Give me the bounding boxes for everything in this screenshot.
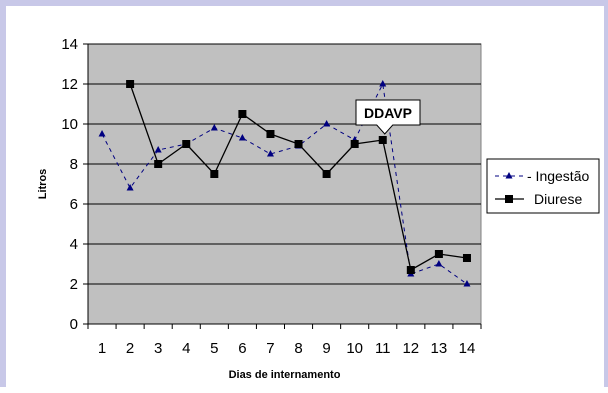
ddavp-callout: DDAVP bbox=[355, 99, 421, 135]
diurese-point bbox=[126, 80, 135, 88]
diurese-point bbox=[294, 140, 303, 148]
diurese-point bbox=[350, 140, 359, 148]
diurese-point bbox=[154, 160, 163, 168]
y-tick-label: 4 bbox=[70, 236, 78, 253]
y-tick-label: 8 bbox=[70, 156, 78, 173]
x-tick-label: 6 bbox=[238, 340, 246, 357]
x-axis-title: Dias de internamento bbox=[229, 369, 341, 381]
ingestao-point bbox=[154, 146, 162, 153]
y-tick-label: 12 bbox=[61, 76, 78, 93]
legend-entry-ingestao: - Ingestão bbox=[495, 168, 589, 184]
x-tick-label: 3 bbox=[154, 340, 162, 357]
x-tick-label: 13 bbox=[431, 340, 448, 357]
diurese-point bbox=[182, 140, 191, 148]
diurese-point bbox=[378, 136, 387, 144]
legend: - Ingestão Diurese bbox=[486, 158, 600, 214]
ingestao-point bbox=[463, 280, 471, 287]
y-tick-labels: 0 2 4 6 8 10 12 14 bbox=[61, 36, 78, 333]
diurese-point bbox=[266, 130, 275, 138]
y-tick-label: 6 bbox=[70, 196, 78, 213]
ingestao-point bbox=[266, 150, 274, 157]
y-tick-label: 14 bbox=[61, 36, 78, 53]
x-tick-label: 12 bbox=[402, 340, 419, 357]
callout-shape bbox=[355, 99, 421, 135]
gridlines bbox=[88, 43, 481, 285]
plot-area bbox=[87, 43, 482, 325]
x-tick-label: 5 bbox=[210, 340, 218, 357]
x-tick-label: 8 bbox=[294, 340, 302, 357]
legend-entry-diurese: Diurese bbox=[495, 191, 582, 207]
legend-diurese-label: Diurese bbox=[534, 191, 582, 207]
diurese-point bbox=[462, 254, 471, 262]
series-line-0 bbox=[101, 82, 468, 285]
x-tick-label: 4 bbox=[182, 340, 190, 357]
legend-box bbox=[486, 158, 600, 214]
legend-diurese-marker bbox=[505, 195, 513, 203]
diurese-point bbox=[322, 170, 331, 178]
x-tick-label: 9 bbox=[322, 340, 330, 357]
ingestao-point bbox=[98, 130, 106, 137]
y-axis-title: Litros bbox=[37, 169, 49, 200]
x-tick-label: 1 bbox=[98, 340, 106, 357]
ingestao-point bbox=[323, 120, 331, 127]
y-tick-label: 10 bbox=[61, 116, 78, 133]
x-tick-label: 7 bbox=[266, 340, 274, 357]
callout-label: DDAVP bbox=[364, 105, 412, 121]
legend-ingestao-marker bbox=[505, 172, 513, 179]
x-tick-label: 11 bbox=[375, 340, 391, 357]
y-tick-label: 0 bbox=[70, 316, 78, 333]
axes bbox=[83, 43, 482, 329]
ingestao-point bbox=[210, 124, 218, 131]
series-layer bbox=[98, 80, 471, 287]
diurese-point bbox=[238, 110, 247, 118]
diurese-point bbox=[434, 250, 443, 258]
diurese-point bbox=[406, 266, 415, 274]
ingestao-point bbox=[126, 184, 134, 191]
ingestao-point bbox=[379, 80, 387, 87]
diurese-point bbox=[210, 170, 219, 178]
x-tick-label: 10 bbox=[346, 340, 363, 357]
x-tick-labels: 1 2 3 4 5 6 7 8 9 10 11 12 13 14 bbox=[98, 340, 475, 357]
y-tick-label: 2 bbox=[70, 276, 78, 293]
x-tick-label: 2 bbox=[126, 340, 134, 357]
x-tick-label: 14 bbox=[459, 340, 476, 357]
legend-ingestao-label: - Ingestão bbox=[527, 168, 589, 184]
ingestao-point bbox=[435, 260, 443, 267]
ingestao-point bbox=[238, 134, 246, 141]
